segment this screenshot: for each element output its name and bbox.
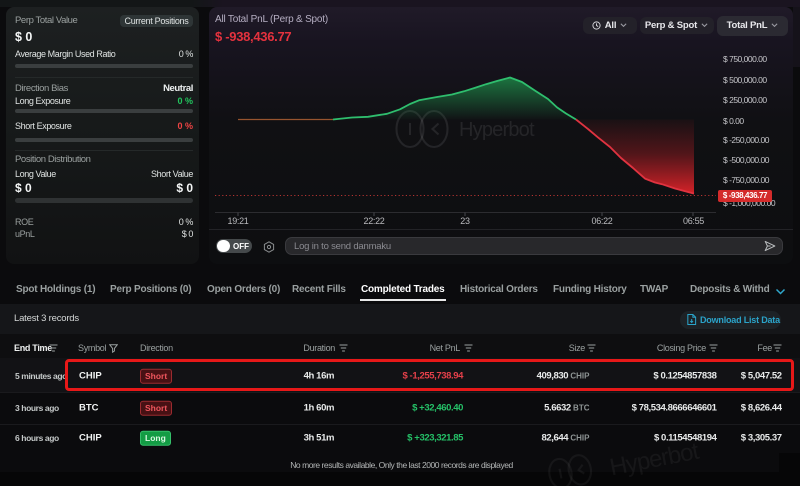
svg-text:Hyperbot: Hyperbot [459, 119, 535, 141]
svg-text:Hyperbot: Hyperbot [607, 438, 701, 481]
